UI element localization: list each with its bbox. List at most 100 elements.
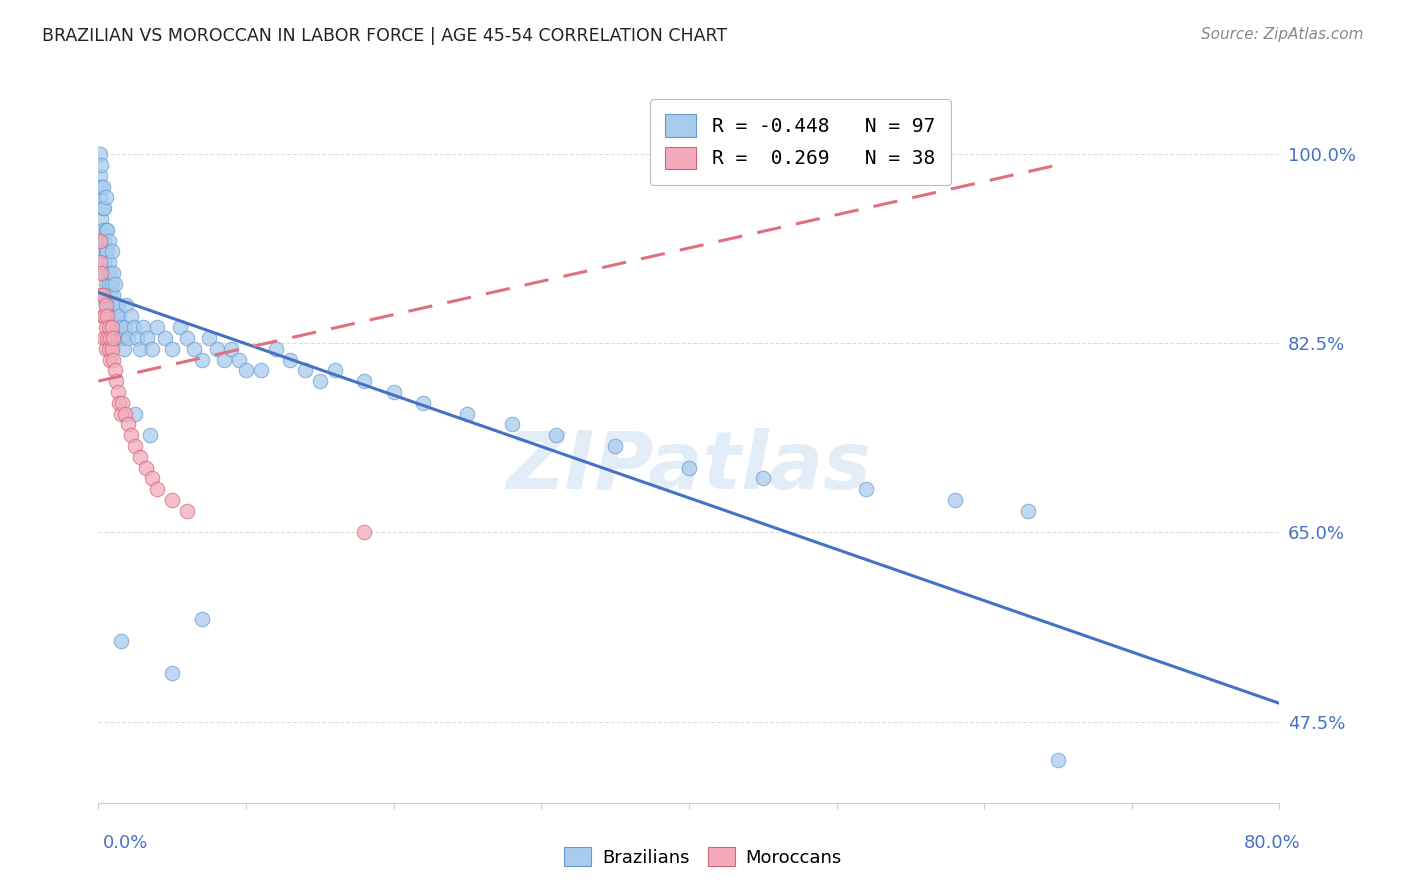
Point (98, 266, 121, 280)
Point (89, 234, 111, 248)
Point (103, 331, 125, 345)
Point (146, 320, 169, 334)
Point (107, 298, 129, 312)
Point (90, 158, 112, 172)
Point (191, 612, 214, 626)
Point (122, 320, 145, 334)
Point (250, 363, 273, 377)
Point (412, 396, 434, 410)
Point (96, 244, 118, 259)
Point (96, 223, 118, 237)
Point (120, 428, 142, 442)
Point (93, 234, 115, 248)
Point (139, 428, 162, 442)
Point (264, 342, 287, 356)
Point (94, 298, 117, 312)
Point (546, 428, 568, 442)
Point (89, 147, 111, 161)
Text: Source: ZipAtlas.com: Source: ZipAtlas.com (1201, 27, 1364, 42)
Point (94, 223, 117, 237)
Point (98, 310, 121, 324)
Point (91, 287, 114, 301)
Point (90, 179, 112, 194)
Point (94, 342, 117, 356)
Point (89, 190, 111, 204)
Point (103, 287, 125, 301)
Point (96, 287, 118, 301)
Point (162, 666, 183, 681)
Point (943, 493, 966, 508)
Point (141, 471, 163, 485)
Point (110, 320, 132, 334)
Point (1046, 753, 1069, 767)
Point (162, 493, 183, 508)
Point (110, 633, 132, 648)
Point (141, 342, 163, 356)
Point (294, 363, 316, 377)
Point (153, 331, 176, 345)
Point (108, 396, 131, 410)
Legend: R = -0.448   N = 97, R =  0.269   N = 38: R = -0.448 N = 97, R = 0.269 N = 38 (650, 99, 950, 185)
Point (146, 482, 169, 496)
Point (382, 384, 405, 399)
Point (183, 342, 205, 356)
Point (212, 352, 235, 367)
Point (309, 374, 332, 388)
Point (90, 266, 112, 280)
Point (94, 298, 117, 312)
Point (91, 201, 114, 215)
Point (107, 384, 129, 399)
Point (97, 320, 120, 334)
Point (132, 320, 155, 334)
Point (198, 331, 221, 345)
Point (128, 450, 150, 464)
Point (100, 244, 122, 259)
Point (97, 277, 120, 291)
Point (104, 320, 127, 334)
Point (235, 363, 257, 377)
Point (176, 331, 198, 345)
Point (98, 352, 121, 367)
Point (169, 320, 191, 334)
Point (100, 342, 122, 356)
Point (456, 407, 478, 421)
Point (97, 234, 120, 248)
Point (128, 342, 150, 356)
Point (103, 352, 125, 367)
Point (115, 298, 138, 312)
Point (125, 331, 148, 345)
Point (100, 277, 122, 291)
Point (117, 331, 139, 345)
Point (114, 407, 136, 421)
Point (91, 266, 114, 280)
Point (124, 439, 146, 453)
Point (278, 352, 302, 367)
Point (105, 310, 128, 324)
Point (114, 320, 136, 334)
Point (90, 287, 112, 301)
Point (120, 310, 142, 324)
Point (93, 255, 115, 269)
Point (91, 179, 114, 194)
Point (751, 471, 773, 485)
Point (112, 342, 135, 356)
Point (108, 331, 131, 345)
Point (90, 211, 112, 226)
Point (228, 352, 250, 367)
Point (107, 320, 129, 334)
Point (135, 460, 157, 475)
Point (111, 331, 134, 345)
Point (176, 504, 198, 518)
Point (96, 266, 118, 280)
Point (94, 244, 117, 259)
Point (855, 482, 877, 496)
Point (110, 407, 132, 421)
Point (353, 525, 375, 540)
Point (90, 234, 112, 248)
Point (91, 244, 114, 259)
Point (323, 363, 346, 377)
Point (136, 331, 159, 345)
Point (117, 417, 139, 432)
Point (93, 201, 115, 215)
Point (205, 342, 228, 356)
